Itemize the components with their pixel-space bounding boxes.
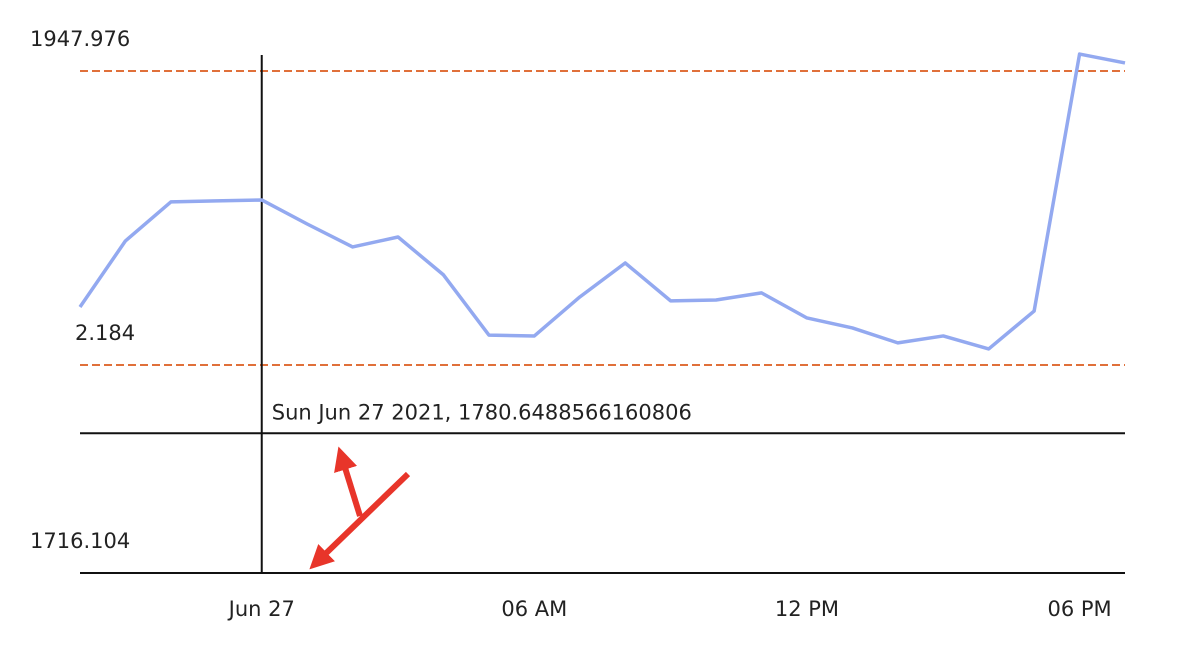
x-tick-label: Jun 27 [227, 597, 295, 621]
y-tick-label: 1947.976 [30, 27, 130, 51]
y-tick-label: 2.184 [75, 321, 135, 345]
arrow [334, 446, 363, 517]
series-line [78, 52, 1126, 351]
y-tick-label: 1716.104 [30, 529, 130, 553]
x-tick-label: 06 PM [1047, 597, 1111, 621]
arrow [309, 471, 411, 570]
x-tick-label: 12 PM [775, 597, 839, 621]
tooltip-label: Sun Jun 27 2021, 1780.6488566160806 [272, 400, 692, 424]
annotation-arrows [309, 446, 411, 570]
x-tick-label: 06 AM [501, 597, 567, 621]
